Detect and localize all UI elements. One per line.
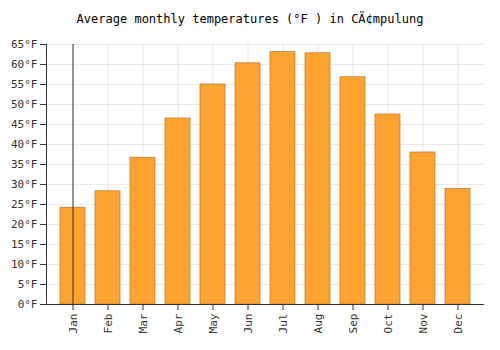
svg-text:10°F: 10°F: [11, 258, 38, 271]
svg-text:Jun: Jun: [242, 314, 255, 334]
svg-text:Jan: Jan: [67, 314, 80, 334]
svg-text:Sep: Sep: [347, 314, 360, 334]
svg-text:30°F: 30°F: [11, 178, 38, 191]
svg-text:Aug: Aug: [312, 314, 325, 334]
svg-text:40°F: 40°F: [11, 138, 38, 151]
svg-text:Mar: Mar: [137, 313, 150, 333]
svg-text:50°F: 50°F: [11, 98, 38, 111]
svg-text:20°F: 20°F: [11, 218, 38, 231]
svg-text:15°F: 15°F: [11, 238, 38, 251]
html-text:Average monthly temperatures (: Average monthly temperatures (°F ) in CÃ…: [76, 12, 424, 26]
svg-text:Jul: Jul: [277, 314, 290, 334]
svg-text:45°F: 45°F: [11, 118, 38, 131]
svg-text:Dec: Dec: [452, 314, 465, 334]
svg-text:May: May: [207, 313, 220, 333]
svg-text:0°F: 0°F: [18, 298, 38, 311]
svg-text:25°F: 25°F: [11, 198, 38, 211]
svg-text:5°F: 5°F: [18, 278, 38, 291]
svg-text:60°F: 60°F: [11, 58, 38, 71]
svg-text:Feb: Feb: [102, 314, 115, 334]
svg-text:55°F: 55°F: [11, 78, 38, 91]
svg-text:Oct: Oct: [382, 314, 395, 334]
svg-text:Nov: Nov: [417, 313, 430, 333]
svg-text:65°F: 65°F: [11, 38, 38, 51]
svg-text:Apr: Apr: [172, 313, 185, 333]
svg-text:35°F: 35°F: [11, 158, 38, 171]
